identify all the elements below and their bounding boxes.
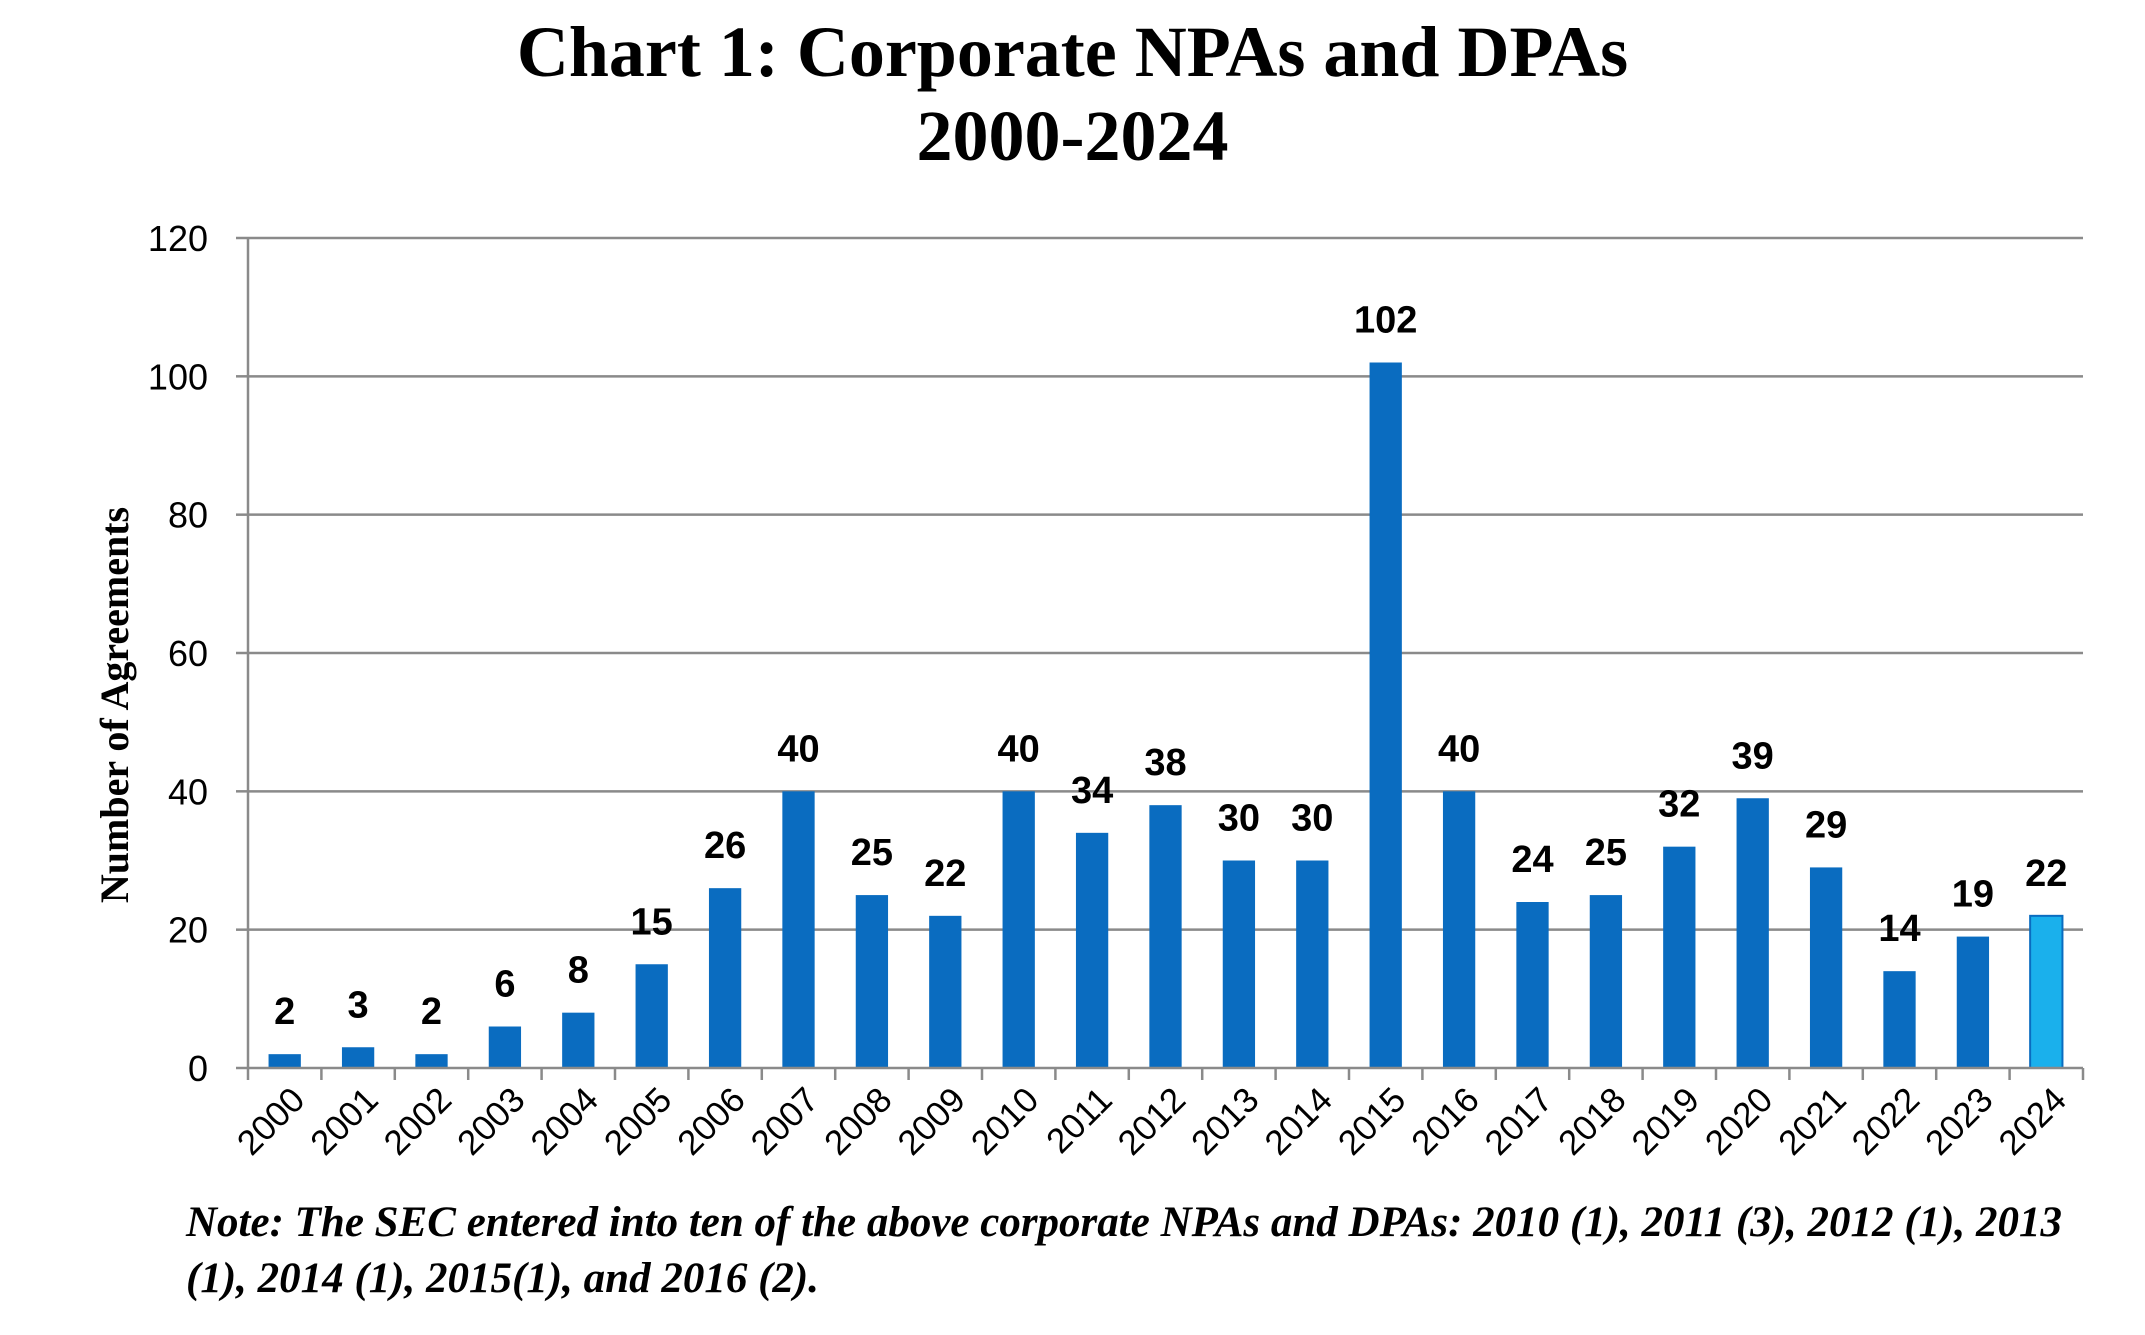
x-tick-label-2003: 2003 [450, 1080, 533, 1163]
bar-2020 [1736, 798, 1769, 1068]
bar-2000 [268, 1054, 301, 1068]
chart-title: Chart 1: Corporate NPAs and DPAs 2000-20… [0, 10, 2145, 178]
x-tick-label-2000: 2000 [230, 1080, 313, 1163]
data-label-2024: 22 [2025, 853, 2067, 895]
chart-title-line1: Chart 1: Corporate NPAs and DPAs [516, 12, 1629, 92]
x-tick-label-2019: 2019 [1624, 1080, 1707, 1163]
bar-2011 [1075, 832, 1109, 1068]
chart-title-line2: 2000-2024 [916, 96, 1229, 176]
y-axis-label: Number of Agreements [92, 507, 137, 903]
data-label-2022: 14 [1878, 908, 1920, 950]
data-label-2005: 15 [631, 901, 673, 943]
data-label-2015: 102 [1354, 300, 1417, 342]
bars [268, 362, 2064, 1069]
bar-2015 [1369, 362, 1402, 1068]
x-tick-label-2011: 2011 [1039, 1080, 1120, 1161]
data-label-2016: 40 [1438, 728, 1480, 770]
x-tick-label-2021: 2021 [1771, 1080, 1854, 1163]
bar-2016 [1442, 791, 1476, 1068]
x-tick-label-2002: 2002 [377, 1080, 460, 1163]
x-tick-label-2007: 2007 [744, 1080, 827, 1163]
data-label-2003: 6 [494, 964, 515, 1006]
axes [236, 236, 2085, 1080]
bar-2022 [1883, 971, 1916, 1068]
x-tick-label-2014: 2014 [1257, 1080, 1340, 1163]
data-label-2006: 26 [704, 825, 746, 867]
y-tick-label: 20 [168, 910, 208, 951]
x-tick-label-2012: 2012 [1111, 1080, 1194, 1163]
bar-2024 [2029, 914, 2064, 1069]
bar-2002 [415, 1054, 448, 1068]
x-tick-label-2005: 2005 [597, 1080, 680, 1163]
x-tick-label-2016: 2016 [1404, 1080, 1487, 1163]
bar-2014 [1296, 860, 1329, 1068]
x-tick-label-2020: 2020 [1698, 1080, 1781, 1163]
bar-2003 [488, 1026, 522, 1068]
data-label-2008: 25 [851, 832, 893, 874]
data-label-2002: 2 [421, 991, 442, 1033]
y-tick-label: 0 [188, 1048, 208, 1089]
x-tick-label-2001: 2001 [303, 1080, 386, 1163]
bar-2018 [1589, 895, 1623, 1068]
y-tick-label: 60 [168, 633, 208, 674]
bar-2010 [1002, 791, 1035, 1068]
data-label-2009: 22 [924, 853, 966, 895]
bar-2012 [1149, 805, 1182, 1068]
x-tick-label-2010: 2010 [964, 1080, 1047, 1163]
data-label-2011: 34 [1071, 770, 1113, 812]
data-label-2023: 19 [1952, 874, 1994, 916]
x-tick-label-2008: 2008 [817, 1080, 900, 1163]
bar-2013 [1222, 860, 1256, 1068]
data-label-2018: 25 [1585, 832, 1627, 874]
x-tick-label-2024: 2024 [1991, 1080, 2074, 1163]
chart-note: Note: The SEC entered into ten of the ab… [186, 1199, 2062, 1302]
x-tick-label-2022: 2022 [1845, 1080, 1928, 1163]
y-tick-label: 40 [168, 771, 208, 812]
bar-2023 [1956, 936, 1990, 1068]
data-label-2004: 8 [568, 950, 589, 992]
x-tick-label-2004: 2004 [523, 1080, 606, 1163]
x-tick-label-2023: 2023 [1918, 1080, 2001, 1163]
data-label-2012: 38 [1144, 742, 1186, 784]
y-tick-label: 100 [148, 356, 208, 397]
x-tick-label-2018: 2018 [1551, 1080, 1634, 1163]
data-label-2010: 40 [998, 728, 1040, 770]
x-tick-label-2006: 2006 [670, 1080, 753, 1163]
x-tick-label-2017: 2017 [1478, 1080, 1561, 1163]
data-label-2020: 39 [1732, 735, 1774, 777]
data-label-2017: 24 [1511, 839, 1553, 881]
bar-2019 [1663, 846, 1696, 1068]
x-tick-label-2013: 2013 [1184, 1080, 1267, 1163]
data-label-2007: 40 [777, 728, 819, 770]
data-label-2013: 30 [1218, 798, 1260, 840]
bar-2021 [1809, 867, 1843, 1068]
bar-2005 [635, 964, 668, 1068]
bar-2008 [855, 895, 889, 1068]
data-label-2001: 3 [348, 984, 369, 1026]
x-tick-label-2015: 2015 [1331, 1080, 1414, 1163]
y-tick-label: 80 [168, 495, 208, 536]
bar-2017 [1516, 902, 1549, 1068]
bar-2004 [562, 1012, 595, 1068]
data-label-2000: 2 [274, 991, 295, 1033]
bar-2009 [929, 915, 962, 1068]
data-label-2021: 29 [1805, 804, 1847, 846]
x-tick-label-2009: 2009 [890, 1080, 973, 1163]
bar-2007 [782, 791, 815, 1068]
y-axis-ticks: 0 20 40 60 80 100 120 [148, 218, 208, 1089]
data-label-2014: 30 [1291, 798, 1333, 840]
data-label-2019: 32 [1658, 784, 1700, 826]
bar-2001 [341, 1047, 375, 1068]
x-axis-ticks: 2000200120022003200420052006200720082009… [230, 1080, 2074, 1163]
y-tick-label: 120 [148, 218, 208, 259]
bar-2006 [708, 888, 742, 1068]
